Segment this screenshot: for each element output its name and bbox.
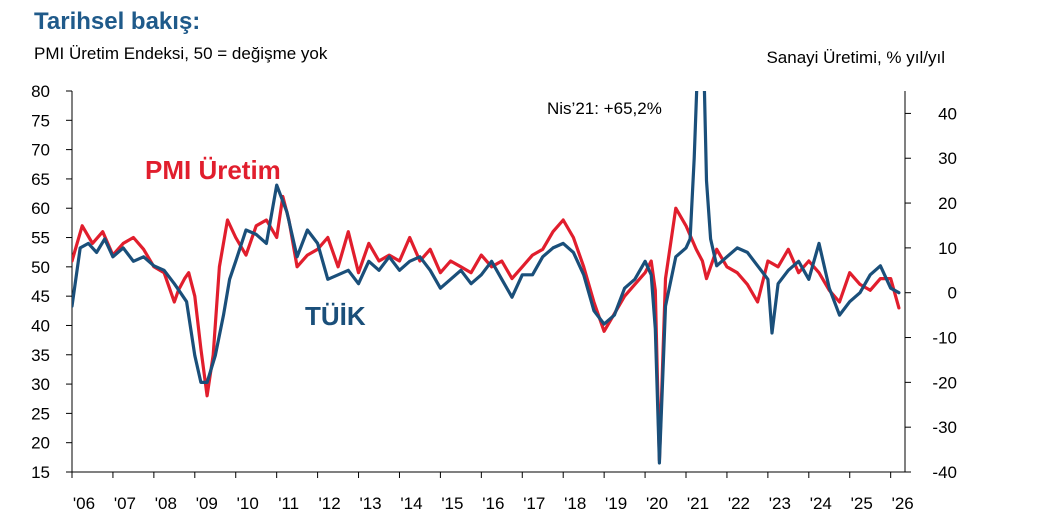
x-tick-label: '17 <box>523 494 545 513</box>
left-tick-label: 25 <box>31 404 50 423</box>
x-tick-label: '16 <box>482 494 504 513</box>
x-tick-label: '13 <box>359 494 381 513</box>
x-tick-label: '22 <box>728 494 750 513</box>
x-tick-label: '26 <box>892 494 914 513</box>
pmi-series-label: PMI Üretim <box>145 155 281 185</box>
x-tick-label: '11 <box>278 494 299 513</box>
series-labels: PMI Üretim TÜİK Nis’21: +65,2% <box>145 99 662 331</box>
left-tick-label: 35 <box>31 346 50 365</box>
left-tick-label: 15 <box>31 463 50 482</box>
x-tick-label: '19 <box>605 494 627 513</box>
x-tick-label: '24 <box>810 494 832 513</box>
left-tick-label: 75 <box>31 111 50 130</box>
tuik-series-label: TÜİK <box>305 301 366 331</box>
left-tick-label: 40 <box>31 316 50 335</box>
right-tick-label: 0 <box>948 284 957 303</box>
left-tick-label: 65 <box>31 170 50 189</box>
left-tick-label: 70 <box>31 141 50 160</box>
left-tick-label: 30 <box>31 375 50 394</box>
axes: 80 75 70 65 60 55 50 45 40 35 30 25 20 15 40 30 20 10 0 -10… <box>31 82 957 513</box>
right-tick-label: 10 <box>938 239 957 258</box>
right-tick-label: -30 <box>932 418 957 437</box>
peak-annotation: Nis’21: +65,2% <box>547 99 662 118</box>
x-tick-label: '07 <box>114 494 136 513</box>
left-tick-label: 45 <box>31 287 50 306</box>
left-tick-label: 55 <box>31 229 50 248</box>
tuik-line <box>72 91 901 465</box>
right-tick-label: -20 <box>932 373 957 392</box>
right-tick-label: 20 <box>938 194 957 213</box>
x-tick-label: '12 <box>319 494 341 513</box>
right-tick-label: -40 <box>932 463 957 482</box>
x-tick-label: '18 <box>564 494 586 513</box>
x-tick-label: '09 <box>196 494 218 513</box>
left-tick-label: 50 <box>31 258 50 277</box>
x-tick-label: '25 <box>851 494 873 513</box>
x-tick-label: '21 <box>687 494 709 513</box>
right-tick-label: -10 <box>932 329 957 348</box>
series-lines <box>72 91 901 465</box>
pmi-uretim-line <box>72 194 901 462</box>
left-tick-label: 60 <box>31 199 50 218</box>
right-tick-label: 30 <box>938 149 957 168</box>
x-tick-label: '08 <box>155 494 177 513</box>
right-tick-label: 40 <box>938 104 957 123</box>
left-tick-label: 20 <box>31 434 50 453</box>
left-tick-label: 80 <box>31 82 50 101</box>
x-tick-label: '14 <box>400 494 422 513</box>
right-axis-title: Sanayi Üretimi, % yıl/yıl <box>766 48 945 67</box>
x-tick-label: '10 <box>237 494 259 513</box>
left-axis-title: PMI Üretim Endeksi, 50 = değişme yok <box>34 44 328 63</box>
x-tick-label: '20 <box>646 494 668 513</box>
chart-title: Tarihsel bakış: <box>34 8 201 35</box>
x-tick-label: '06 <box>73 494 95 513</box>
x-tick-label: '23 <box>769 494 791 513</box>
x-tick-label: '15 <box>441 494 463 513</box>
